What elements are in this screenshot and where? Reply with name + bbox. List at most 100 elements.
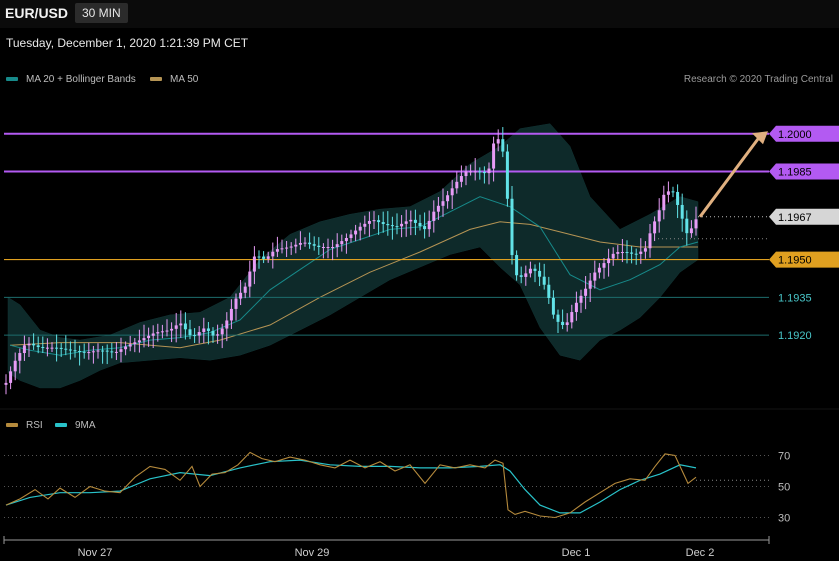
candle-body (229, 308, 233, 321)
candle-body (551, 297, 555, 315)
candle-body (55, 347, 59, 349)
candle-body (496, 139, 500, 144)
ma50-swatch (150, 77, 162, 82)
x-tick-label: Dec 2 (686, 547, 715, 559)
candle-body (625, 252, 629, 254)
candle-body (505, 151, 509, 199)
candle-body (653, 221, 657, 234)
timestamp: Tuesday, December 1, 2020 1:21:39 PM CET (6, 36, 249, 50)
candle-body (151, 333, 155, 336)
candle-body (358, 226, 362, 231)
price-level-label: 1.1950 (778, 255, 812, 267)
candle-body (188, 329, 192, 336)
rsi-swatch (6, 423, 18, 428)
candle-body (45, 347, 49, 349)
candle-body (441, 201, 445, 206)
candle-body (147, 335, 151, 339)
price-level-label: 1.1985 (778, 167, 812, 179)
candle-body (524, 273, 528, 277)
candle-body (487, 168, 491, 174)
candle-body (597, 267, 601, 273)
candle-body (225, 320, 229, 329)
candle-body (170, 328, 174, 331)
candle-body (344, 238, 348, 242)
legend-rsi: RSI (6, 420, 43, 431)
projection-arrow (698, 135, 762, 218)
candle-body (165, 330, 169, 332)
candle-body (381, 222, 385, 225)
candle-body (298, 242, 302, 245)
candle-body (482, 171, 486, 174)
candle-body (248, 271, 252, 287)
candle-body (68, 349, 72, 351)
candle-body (455, 181, 459, 189)
candle-body (252, 256, 256, 272)
candle-body (528, 268, 532, 274)
candle-body (662, 194, 666, 211)
candle-body (105, 350, 109, 352)
projection-arrowhead (752, 131, 768, 145)
candle-body (73, 350, 77, 352)
candle-body (197, 332, 201, 336)
candle-body (239, 292, 243, 299)
candle-body (317, 245, 321, 247)
candle-body (620, 252, 624, 254)
symbol-title: EUR/USD (5, 5, 69, 21)
price-level-tag (769, 125, 839, 142)
candle-body (685, 218, 689, 234)
timeframe-button[interactable]: 30 MIN (75, 3, 128, 23)
candle-body (160, 331, 164, 333)
x-tick-label: Nov 27 (78, 547, 113, 559)
candle-body (547, 284, 551, 298)
candle-body (275, 249, 279, 252)
candle-body (372, 220, 376, 222)
candle-body (639, 251, 643, 254)
candle-body (101, 350, 105, 352)
ma50-line (9, 221, 698, 349)
candle-body (584, 288, 588, 296)
price-level-tag (769, 163, 839, 180)
candle-body (303, 242, 307, 244)
rsi-ma-label: 9MA (75, 420, 96, 431)
candle-body (234, 298, 238, 309)
candle-body (694, 219, 698, 229)
price-level-label: 1.1967 (778, 212, 812, 224)
candle-body (32, 343, 36, 346)
candle-body (464, 171, 468, 177)
candle-body (418, 222, 422, 227)
candle-body (409, 219, 413, 222)
candle-body (59, 347, 63, 349)
candle-body (427, 220, 431, 230)
candle-body (4, 382, 8, 385)
candle-body (607, 258, 611, 264)
candle-body (36, 345, 40, 348)
candle-body (579, 295, 583, 303)
candle-body (114, 351, 118, 353)
candle-body (294, 244, 298, 247)
candle-body (510, 198, 514, 256)
candle-body (377, 220, 381, 223)
ma20-label: MA 20 + Bollinger Bands (26, 74, 136, 85)
ma50-label: MA 50 (170, 74, 199, 85)
candle-body (271, 251, 275, 257)
price-level-label: 1.1920 (778, 330, 812, 342)
price-level-tag (769, 251, 839, 268)
legend-ma50: MA 50 (150, 74, 198, 85)
legend-ma20: MA 20 + Bollinger Bands (6, 74, 136, 85)
candle-body (515, 255, 519, 276)
candle-body (312, 244, 316, 246)
candle-body (64, 348, 68, 350)
candle-body (110, 351, 114, 353)
candle-body (561, 321, 565, 326)
candle-body (220, 328, 224, 335)
candle-body (363, 223, 367, 227)
candle-body (41, 347, 45, 349)
candle-body (413, 219, 417, 223)
x-tick-label: Nov 29 (295, 547, 330, 559)
candle-body (404, 221, 408, 224)
candle-body (257, 256, 261, 258)
candle-body (450, 188, 454, 196)
candle-body (216, 334, 220, 336)
candle-body (459, 176, 463, 182)
